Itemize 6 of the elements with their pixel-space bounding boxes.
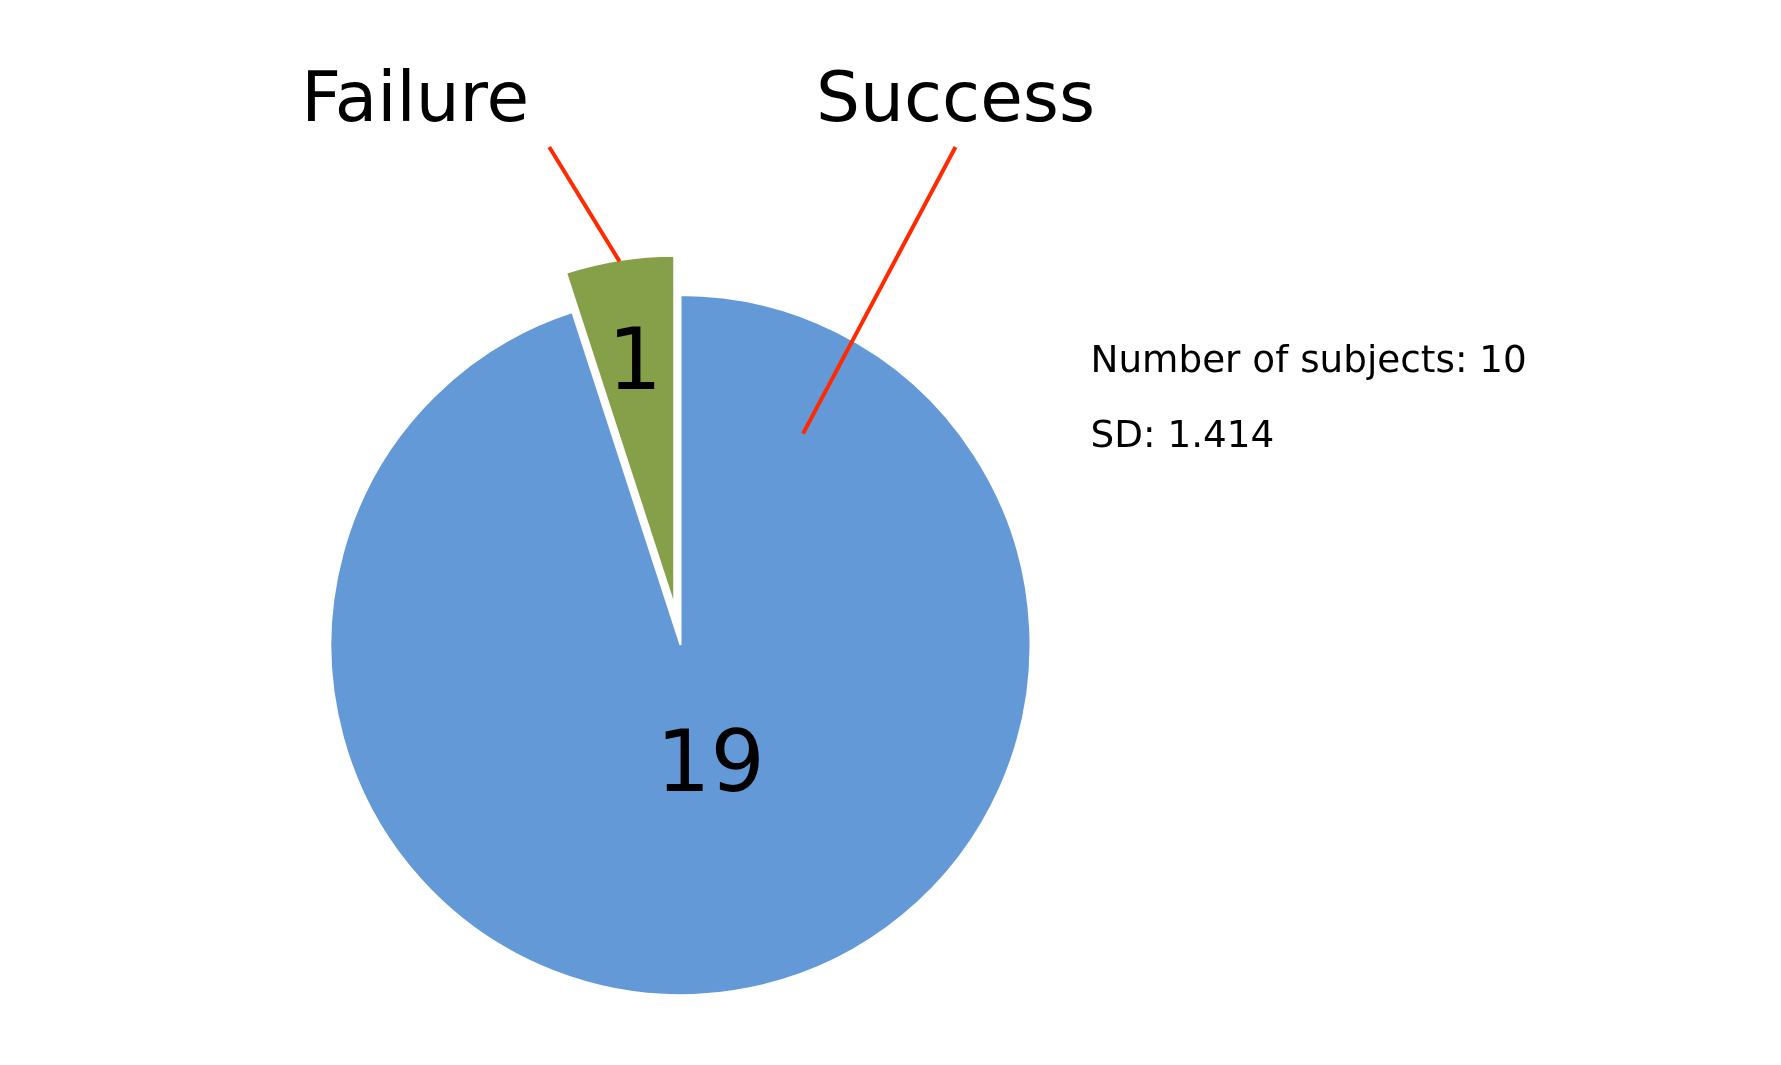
- text: SD: 1.414: [1090, 411, 1275, 456]
- slice-label: Success: [815, 57, 1096, 138]
- data-label: 1: [607, 310, 662, 410]
- data-label: 19: [656, 712, 765, 812]
- text: Number of subjects: 10: [1090, 337, 1527, 382]
- slice-label: Failure: [301, 57, 530, 138]
